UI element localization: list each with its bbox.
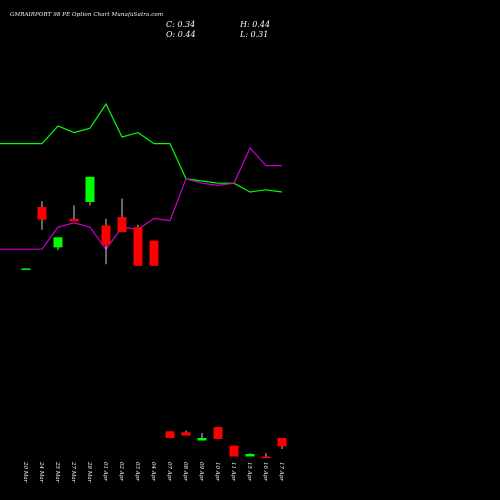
candle-body (85, 176, 95, 202)
low-value: L: 0.31 (240, 30, 269, 39)
x-axis-label: 17 Apr (278, 462, 284, 481)
candle-body (101, 225, 111, 245)
chart-title: GMRAIRPORT 98 PE Option Chart MunafaSutr… (10, 12, 164, 18)
x-axis-label: 02 Apr (118, 462, 124, 481)
x-axis-label: 08 Apr (182, 462, 188, 481)
candle-body (165, 431, 175, 438)
candle-body (37, 207, 47, 220)
candle-body (213, 427, 223, 439)
indicator-line-1 (0, 102, 283, 193)
x-axis-label: 07 Apr (166, 462, 172, 481)
x-axis-label: 03 Apr (134, 462, 140, 481)
candle-body (69, 218, 79, 222)
candle-body (261, 456, 271, 458)
candle-body (277, 438, 287, 447)
high-value: H: 0.44 (240, 20, 271, 29)
indicator-line-2 (0, 146, 282, 251)
x-axis-label: 04 Apr (150, 462, 156, 481)
open-value: O: 0.44 (166, 30, 196, 39)
x-axis-label: 11 Apr (230, 462, 236, 481)
candle-body (117, 217, 127, 233)
x-axis-label: 01 Apr (102, 462, 108, 481)
x-axis-label: 28 Mar (86, 461, 92, 483)
close-value: C: 0.34 (166, 20, 196, 29)
x-axis-label: 24 Mar (38, 461, 44, 483)
candle-body (53, 237, 63, 248)
candle-body (245, 454, 255, 457)
candle-body (197, 438, 207, 441)
candle-body (149, 240, 159, 266)
candle-body (133, 227, 143, 266)
x-axis-label: 15 Apr (246, 462, 252, 481)
x-axis-label: 27 Mar (70, 461, 76, 483)
candle-body (229, 445, 239, 457)
x-axis-label: 09 Apr (198, 462, 204, 481)
x-axis-label: 20 Mar (22, 461, 28, 483)
x-axis-label: 25 Mar (54, 461, 60, 483)
x-axis-label: 16 Apr (262, 462, 268, 481)
candle-body (21, 268, 31, 270)
candle-body (181, 432, 191, 436)
x-axis-label: 10 Apr (214, 462, 220, 481)
